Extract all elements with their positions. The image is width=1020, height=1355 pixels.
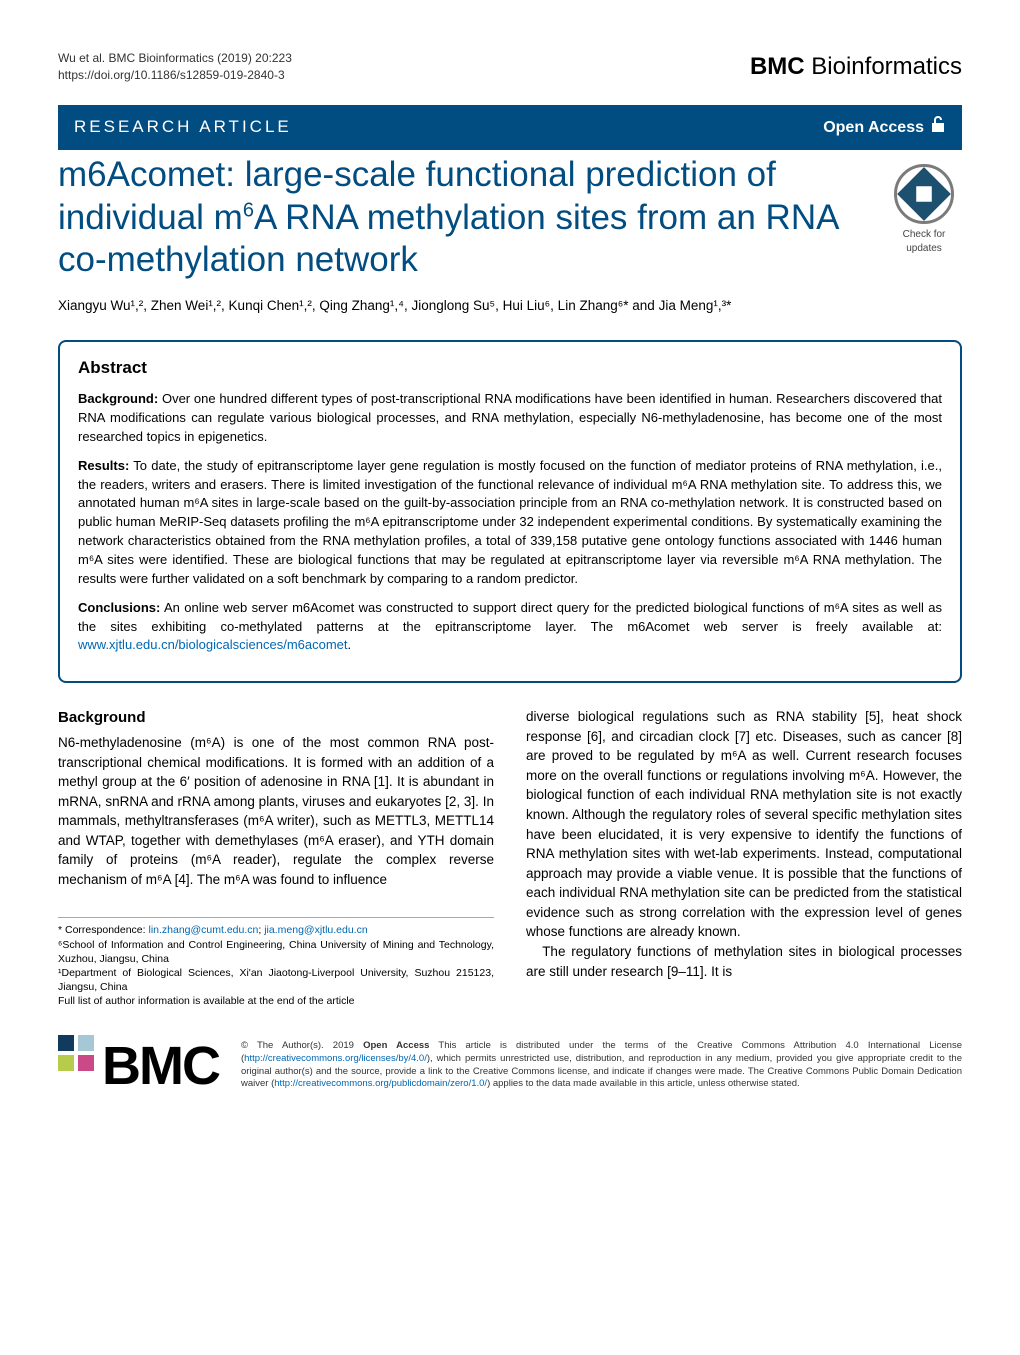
- correspondence-line: * Correspondence: lin.zhang@cumt.edu.cn;…: [58, 923, 494, 937]
- crossmark-inner-icon: [897, 167, 951, 221]
- abstract-conclusions-text: An online web server m6Acomet was constr…: [78, 600, 942, 634]
- abstract-results-label: Results:: [78, 458, 129, 473]
- unlock-icon: [930, 115, 946, 140]
- page-root: Wu et al. BMC Bioinformatics (2019) 20:2…: [0, 0, 1020, 1135]
- abstract-conclusions-label: Conclusions:: [78, 600, 160, 615]
- column-right: diverse biological regulations such as R…: [526, 707, 962, 1008]
- journal-logo-rest: Bioinformatics: [805, 53, 962, 80]
- abstract-server-link[interactable]: www.xjtlu.edu.cn/biologicalsciences/m6ac…: [78, 637, 348, 652]
- citation-doi: https://doi.org/10.1186/s12859-019-2840-…: [58, 67, 292, 84]
- citation-block: Wu et al. BMC Bioinformatics (2019) 20:2…: [58, 50, 292, 84]
- background-paragraph-2: diverse biological regulations such as R…: [526, 707, 962, 942]
- article-title: m6Acomet: large-scale functional predict…: [58, 154, 962, 282]
- abstract-results: Results: To date, the study of epitransc…: [78, 457, 942, 589]
- abstract-background-text: Over one hundred different types of post…: [78, 391, 942, 444]
- background-paragraph-3: The regulatory functions of methylation …: [526, 942, 962, 981]
- license-link-1[interactable]: http://creativecommons.org/licenses/by/4…: [244, 1053, 427, 1064]
- abstract-background-label: Background:: [78, 391, 158, 406]
- correspondence-label: * Correspondence:: [58, 924, 148, 936]
- bmc-logo: BMC: [58, 1027, 219, 1105]
- correspondence-email-2[interactable]: jia.meng@xjtlu.edu.cn: [264, 924, 367, 936]
- title-sup: 6: [243, 199, 254, 221]
- license-link-2[interactable]: http://creativecommons.org/publicdomain/…: [274, 1078, 487, 1089]
- license-a: © The Author(s). 2019: [241, 1040, 363, 1051]
- title-block: m6Acomet: large-scale functional predict…: [58, 154, 962, 282]
- license-d: ) applies to the data made available in …: [487, 1078, 800, 1089]
- license-bold: Open Access: [363, 1040, 429, 1051]
- author-list: Xiangyu Wu¹,², Zhen Wei¹,², Kunqi Chen¹,…: [58, 296, 962, 316]
- crossmark-badge[interactable]: Check for updates: [886, 164, 962, 257]
- body-columns: Background N6-methyladenosine (m⁶A) is o…: [58, 707, 962, 1008]
- abstract-conclusions-end: .: [348, 637, 352, 652]
- bmc-logo-text: BMC: [102, 1036, 219, 1096]
- journal-logo: BMC Bioinformatics: [750, 50, 962, 85]
- article-type-label: RESEARCH ARTICLE: [74, 115, 292, 140]
- affiliation-1: ¹Department of Biological Sciences, Xi'a…: [58, 966, 494, 994]
- article-type-banner: RESEARCH ARTICLE Open Access: [58, 105, 962, 150]
- footer-block: BMC © The Author(s). 2019 Open Access Th…: [58, 1027, 962, 1105]
- license-text: © The Author(s). 2019 Open Access This a…: [241, 1040, 962, 1091]
- crossmark-circle-icon: [894, 164, 954, 224]
- citation-line1: Wu et al. BMC Bioinformatics (2019) 20:2…: [58, 50, 292, 67]
- footnotes-block: * Correspondence: lin.zhang@cumt.edu.cn;…: [58, 917, 494, 1008]
- background-heading: Background: [58, 707, 494, 729]
- abstract-background: Background: Over one hundred different t…: [78, 390, 942, 447]
- correspondence-email-1[interactable]: lin.zhang@cumt.edu.cn: [148, 924, 258, 936]
- background-paragraph-1: N6-methyladenosine (m⁶A) is one of the m…: [58, 733, 494, 890]
- header-line: Wu et al. BMC Bioinformatics (2019) 20:2…: [58, 50, 962, 85]
- abstract-results-text: To date, the study of epitranscriptome l…: [78, 458, 942, 586]
- full-author-info-note: Full list of author information is avail…: [58, 994, 494, 1008]
- open-access-text: Open Access: [823, 116, 924, 139]
- open-access-label: Open Access: [823, 115, 946, 140]
- abstract-heading: Abstract: [78, 356, 942, 381]
- abstract-conclusions: Conclusions: An online web server m6Acom…: [78, 599, 942, 656]
- abstract-box: Abstract Background: Over one hundred di…: [58, 340, 962, 684]
- journal-logo-bold: BMC: [750, 53, 805, 80]
- bmc-logo-icon: [58, 1035, 94, 1071]
- crossmark-label: Check for updates: [886, 228, 962, 257]
- affiliation-6: ⁶School of Information and Control Engin…: [58, 938, 494, 966]
- column-left: Background N6-methyladenosine (m⁶A) is o…: [58, 707, 494, 1008]
